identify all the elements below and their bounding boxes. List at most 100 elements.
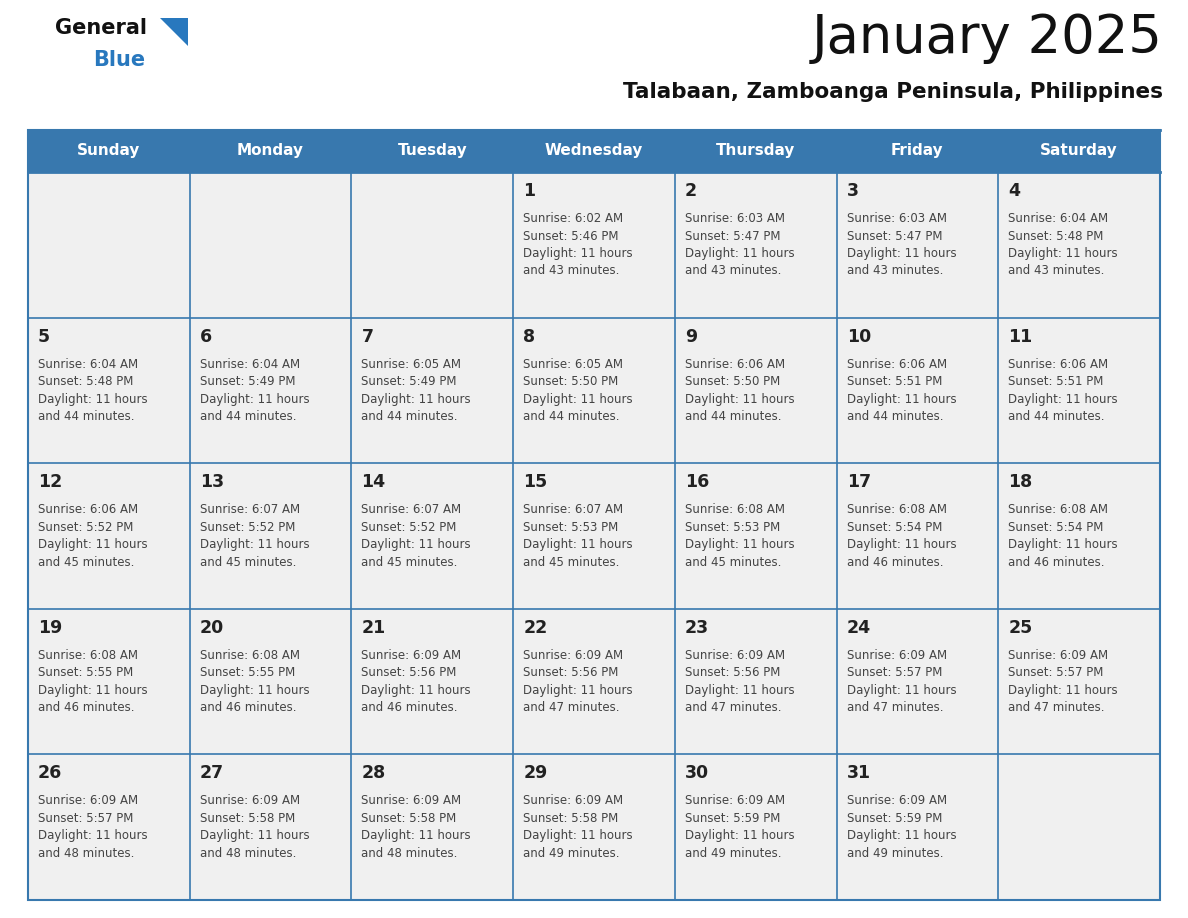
Text: Sunrise: 6:09 AM
Sunset: 5:56 PM
Daylight: 11 hours
and 47 minutes.: Sunrise: 6:09 AM Sunset: 5:56 PM Dayligh… (684, 649, 795, 714)
Text: Tuesday: Tuesday (398, 143, 467, 159)
Text: Sunrise: 6:09 AM
Sunset: 5:58 PM
Daylight: 11 hours
and 49 minutes.: Sunrise: 6:09 AM Sunset: 5:58 PM Dayligh… (523, 794, 633, 860)
Text: Sunrise: 6:05 AM
Sunset: 5:49 PM
Daylight: 11 hours
and 44 minutes.: Sunrise: 6:05 AM Sunset: 5:49 PM Dayligh… (361, 358, 472, 423)
Bar (675, 755, 836, 900)
Text: Sunrise: 6:07 AM
Sunset: 5:52 PM
Daylight: 11 hours
and 45 minutes.: Sunrise: 6:07 AM Sunset: 5:52 PM Dayligh… (200, 503, 309, 568)
Text: Sunrise: 6:07 AM
Sunset: 5:53 PM
Daylight: 11 hours
and 45 minutes.: Sunrise: 6:07 AM Sunset: 5:53 PM Dayligh… (523, 503, 633, 568)
Bar (29, 130, 190, 172)
Bar (352, 609, 513, 755)
Text: 29: 29 (523, 765, 548, 782)
Text: 1: 1 (523, 182, 536, 200)
Bar (675, 609, 836, 755)
Bar (190, 609, 352, 755)
Bar (513, 609, 675, 755)
Text: Sunrise: 6:09 AM
Sunset: 5:59 PM
Daylight: 11 hours
and 49 minutes.: Sunrise: 6:09 AM Sunset: 5:59 PM Dayligh… (684, 794, 795, 860)
Text: 17: 17 (847, 473, 871, 491)
Bar (352, 464, 513, 609)
Text: Sunrise: 6:04 AM
Sunset: 5:48 PM
Daylight: 11 hours
and 44 minutes.: Sunrise: 6:04 AM Sunset: 5:48 PM Dayligh… (38, 358, 147, 423)
Text: Sunrise: 6:06 AM
Sunset: 5:50 PM
Daylight: 11 hours
and 44 minutes.: Sunrise: 6:06 AM Sunset: 5:50 PM Dayligh… (684, 358, 795, 423)
Bar (675, 318, 836, 464)
Text: 13: 13 (200, 473, 223, 491)
Text: 8: 8 (523, 328, 536, 345)
Text: Sunrise: 6:09 AM
Sunset: 5:56 PM
Daylight: 11 hours
and 46 minutes.: Sunrise: 6:09 AM Sunset: 5:56 PM Dayligh… (361, 649, 472, 714)
Text: 18: 18 (1009, 473, 1032, 491)
Bar (998, 172, 1159, 318)
Bar (352, 130, 513, 172)
Text: Sunrise: 6:07 AM
Sunset: 5:52 PM
Daylight: 11 hours
and 45 minutes.: Sunrise: 6:07 AM Sunset: 5:52 PM Dayligh… (361, 503, 472, 568)
Text: 2: 2 (684, 182, 697, 200)
Bar (998, 755, 1159, 900)
Bar (836, 172, 998, 318)
Bar (190, 755, 352, 900)
Text: Sunrise: 6:09 AM
Sunset: 5:57 PM
Daylight: 11 hours
and 47 minutes.: Sunrise: 6:09 AM Sunset: 5:57 PM Dayligh… (1009, 649, 1118, 714)
Text: 28: 28 (361, 765, 386, 782)
Text: Sunrise: 6:04 AM
Sunset: 5:49 PM
Daylight: 11 hours
and 44 minutes.: Sunrise: 6:04 AM Sunset: 5:49 PM Dayligh… (200, 358, 309, 423)
Bar (998, 130, 1159, 172)
Bar (513, 755, 675, 900)
Text: Sunrise: 6:08 AM
Sunset: 5:53 PM
Daylight: 11 hours
and 45 minutes.: Sunrise: 6:08 AM Sunset: 5:53 PM Dayligh… (684, 503, 795, 568)
Text: 25: 25 (1009, 619, 1032, 637)
Bar (29, 172, 190, 318)
Text: Sunday: Sunday (77, 143, 140, 159)
Text: Wednesday: Wednesday (545, 143, 643, 159)
Bar (29, 318, 190, 464)
Text: 6: 6 (200, 328, 211, 345)
Bar (29, 609, 190, 755)
Text: 4: 4 (1009, 182, 1020, 200)
Text: Sunrise: 6:08 AM
Sunset: 5:54 PM
Daylight: 11 hours
and 46 minutes.: Sunrise: 6:08 AM Sunset: 5:54 PM Dayligh… (847, 503, 956, 568)
Bar (190, 172, 352, 318)
Text: Blue: Blue (93, 50, 145, 70)
Text: 3: 3 (847, 182, 859, 200)
Text: Sunrise: 6:08 AM
Sunset: 5:55 PM
Daylight: 11 hours
and 46 minutes.: Sunrise: 6:08 AM Sunset: 5:55 PM Dayligh… (200, 649, 309, 714)
Text: 20: 20 (200, 619, 225, 637)
Text: Sunrise: 6:08 AM
Sunset: 5:54 PM
Daylight: 11 hours
and 46 minutes.: Sunrise: 6:08 AM Sunset: 5:54 PM Dayligh… (1009, 503, 1118, 568)
Text: 27: 27 (200, 765, 223, 782)
Text: Sunrise: 6:09 AM
Sunset: 5:56 PM
Daylight: 11 hours
and 47 minutes.: Sunrise: 6:09 AM Sunset: 5:56 PM Dayligh… (523, 649, 633, 714)
Bar (998, 318, 1159, 464)
Text: Monday: Monday (238, 143, 304, 159)
Bar (29, 755, 190, 900)
Text: Sunrise: 6:09 AM
Sunset: 5:57 PM
Daylight: 11 hours
and 48 minutes.: Sunrise: 6:09 AM Sunset: 5:57 PM Dayligh… (38, 794, 147, 860)
Bar (836, 130, 998, 172)
Text: Sunrise: 6:06 AM
Sunset: 5:52 PM
Daylight: 11 hours
and 45 minutes.: Sunrise: 6:06 AM Sunset: 5:52 PM Dayligh… (38, 503, 147, 568)
Bar (513, 172, 675, 318)
Text: 10: 10 (847, 328, 871, 345)
Text: 21: 21 (361, 619, 386, 637)
Text: Friday: Friday (891, 143, 943, 159)
Bar (836, 318, 998, 464)
Text: Sunrise: 6:09 AM
Sunset: 5:59 PM
Daylight: 11 hours
and 49 minutes.: Sunrise: 6:09 AM Sunset: 5:59 PM Dayligh… (847, 794, 956, 860)
Bar (998, 464, 1159, 609)
Text: 14: 14 (361, 473, 386, 491)
Text: Sunrise: 6:09 AM
Sunset: 5:57 PM
Daylight: 11 hours
and 47 minutes.: Sunrise: 6:09 AM Sunset: 5:57 PM Dayligh… (847, 649, 956, 714)
Text: 22: 22 (523, 619, 548, 637)
Text: Sunrise: 6:03 AM
Sunset: 5:47 PM
Daylight: 11 hours
and 43 minutes.: Sunrise: 6:03 AM Sunset: 5:47 PM Dayligh… (847, 212, 956, 277)
Text: 5: 5 (38, 328, 50, 345)
Text: January 2025: January 2025 (813, 12, 1163, 64)
Text: Sunrise: 6:06 AM
Sunset: 5:51 PM
Daylight: 11 hours
and 44 minutes.: Sunrise: 6:06 AM Sunset: 5:51 PM Dayligh… (847, 358, 956, 423)
Bar (675, 172, 836, 318)
Text: Sunrise: 6:02 AM
Sunset: 5:46 PM
Daylight: 11 hours
and 43 minutes.: Sunrise: 6:02 AM Sunset: 5:46 PM Dayligh… (523, 212, 633, 277)
Bar (675, 130, 836, 172)
Text: 19: 19 (38, 619, 62, 637)
Text: 26: 26 (38, 765, 62, 782)
Text: 7: 7 (361, 328, 373, 345)
Bar (190, 318, 352, 464)
Bar (836, 755, 998, 900)
Text: Sunrise: 6:09 AM
Sunset: 5:58 PM
Daylight: 11 hours
and 48 minutes.: Sunrise: 6:09 AM Sunset: 5:58 PM Dayligh… (200, 794, 309, 860)
Bar (675, 464, 836, 609)
Text: Saturday: Saturday (1041, 143, 1118, 159)
Bar (190, 464, 352, 609)
Bar (352, 318, 513, 464)
Text: 16: 16 (684, 473, 709, 491)
Bar (190, 130, 352, 172)
Text: 23: 23 (684, 619, 709, 637)
Bar (513, 130, 675, 172)
Text: 9: 9 (684, 328, 697, 345)
Polygon shape (160, 18, 188, 46)
Text: 12: 12 (38, 473, 62, 491)
Bar (352, 755, 513, 900)
Text: Sunrise: 6:06 AM
Sunset: 5:51 PM
Daylight: 11 hours
and 44 minutes.: Sunrise: 6:06 AM Sunset: 5:51 PM Dayligh… (1009, 358, 1118, 423)
Bar (29, 464, 190, 609)
Text: Sunrise: 6:09 AM
Sunset: 5:58 PM
Daylight: 11 hours
and 48 minutes.: Sunrise: 6:09 AM Sunset: 5:58 PM Dayligh… (361, 794, 472, 860)
Text: Sunrise: 6:08 AM
Sunset: 5:55 PM
Daylight: 11 hours
and 46 minutes.: Sunrise: 6:08 AM Sunset: 5:55 PM Dayligh… (38, 649, 147, 714)
Bar (836, 609, 998, 755)
